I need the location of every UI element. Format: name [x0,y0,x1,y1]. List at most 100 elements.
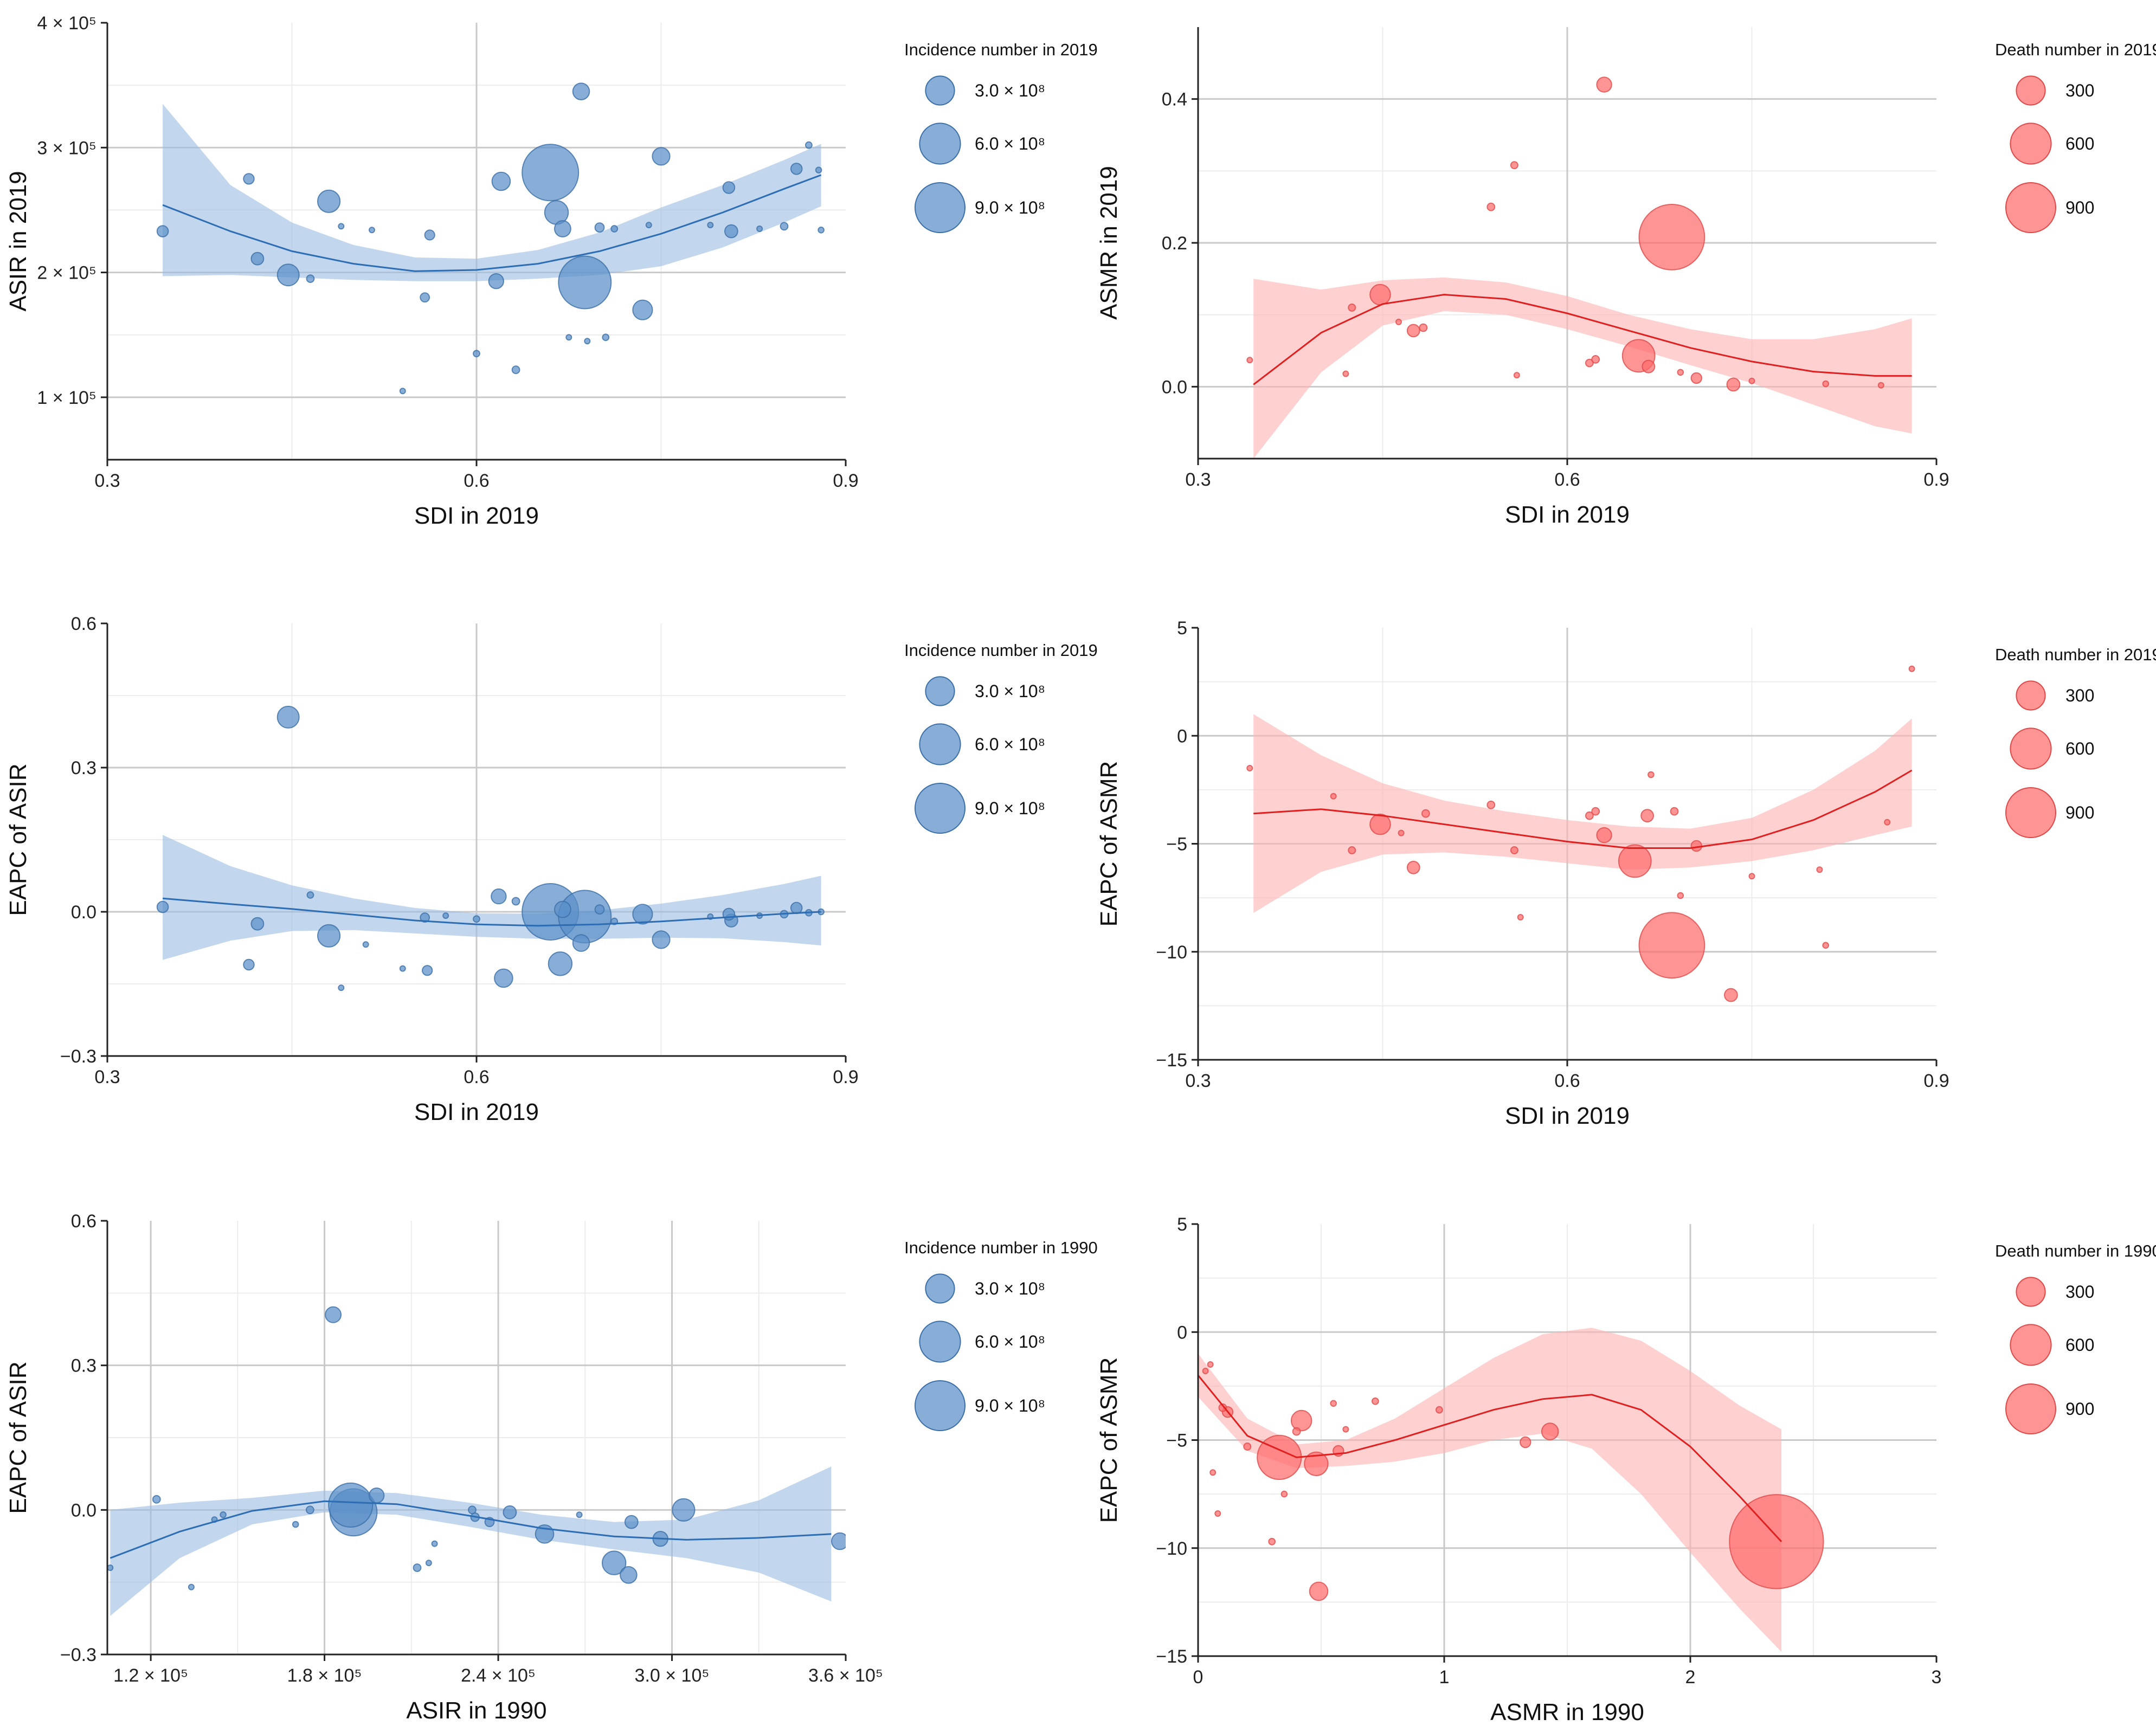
data-point[interactable] [420,292,430,302]
data-point[interactable] [1214,1510,1221,1517]
data-point[interactable] [1207,1361,1214,1368]
data-point[interactable] [1585,358,1594,368]
data-point[interactable] [420,912,430,923]
data-point[interactable] [1369,813,1391,835]
data-point[interactable] [243,173,255,185]
data-point[interactable] [1246,357,1253,364]
data-point[interactable] [1822,380,1829,388]
data-point[interactable] [362,941,369,948]
data-point[interactable] [1510,846,1518,854]
data-point[interactable] [511,365,520,375]
data-point[interactable] [652,930,671,949]
data-point[interactable] [1419,323,1428,332]
data-point[interactable] [1398,829,1405,836]
data-point[interactable] [1330,793,1337,800]
data-point[interactable] [1290,1409,1312,1432]
data-point[interactable] [1884,819,1891,826]
data-point[interactable] [1596,827,1612,844]
data-point[interactable] [152,1495,161,1504]
data-point[interactable] [602,333,610,342]
data-point[interactable] [156,225,169,237]
data-point[interactable] [491,888,507,905]
data-point[interactable] [756,226,763,232]
data-point[interactable] [503,1505,517,1519]
data-point[interactable] [488,273,504,289]
data-point[interactable] [558,255,612,310]
data-point[interactable] [494,968,513,988]
data-point[interactable] [1618,844,1652,878]
data-point[interactable] [1642,359,1656,374]
data-point[interactable] [1486,800,1496,809]
data-point[interactable] [422,965,433,976]
data-point[interactable] [780,222,789,231]
data-point[interactable] [632,299,653,320]
data-point[interactable] [1280,1490,1288,1498]
data-point[interactable] [473,915,480,923]
data-point[interactable] [1690,372,1703,384]
data-point[interactable] [554,900,571,918]
data-point[interactable] [276,705,300,729]
data-point[interactable] [1647,771,1655,778]
data-point[interactable] [594,222,605,233]
data-point[interactable] [1395,318,1402,325]
data-point[interactable] [1202,1368,1209,1374]
data-point[interactable] [1517,914,1524,920]
data-point[interactable] [306,274,315,283]
data-point[interactable] [1585,811,1594,820]
data-point[interactable] [1908,665,1915,672]
data-point[interactable] [1640,809,1655,823]
data-point[interactable] [188,1583,195,1591]
data-point[interactable] [1292,1427,1301,1436]
data-point[interactable] [1246,765,1253,771]
data-point[interactable] [652,147,671,166]
data-point[interactable] [399,388,406,395]
data-point[interactable] [1369,284,1391,306]
data-point[interactable] [1822,942,1829,949]
data-point[interactable] [473,350,480,358]
data-point[interactable] [1342,370,1349,377]
data-point[interactable] [584,338,591,345]
data-point[interactable] [1218,1403,1227,1412]
data-point[interactable] [620,1566,638,1584]
data-point[interactable] [818,227,825,234]
data-point[interactable] [220,1511,227,1518]
data-point[interactable] [511,897,520,906]
data-point[interactable] [1677,892,1684,899]
data-point[interactable] [594,904,605,915]
data-point[interactable] [250,252,265,266]
data-point[interactable] [1436,1406,1443,1414]
data-point[interactable] [1670,807,1679,816]
data-point[interactable] [413,1563,422,1572]
data-point[interactable] [1541,1422,1559,1440]
data-point[interactable] [1591,355,1600,364]
data-point[interactable] [468,1505,477,1515]
data-point[interactable] [243,958,255,971]
data-point[interactable] [338,984,345,991]
data-point[interactable] [554,220,571,237]
data-point[interactable] [1816,866,1823,873]
data-point[interactable] [815,166,822,174]
data-point[interactable] [306,1505,314,1515]
data-point[interactable] [548,951,573,976]
data-point[interactable] [576,1511,583,1518]
data-point[interactable] [790,902,803,915]
data-point[interactable] [338,223,345,230]
data-point[interactable] [624,1515,639,1529]
data-point[interactable] [672,1498,696,1522]
data-point[interactable] [1520,1436,1531,1448]
data-point[interactable] [317,924,341,948]
data-point[interactable] [1421,809,1430,818]
data-point[interactable] [425,1560,432,1567]
data-point[interactable] [722,181,736,194]
data-point[interactable] [1513,372,1520,379]
data-point[interactable] [724,224,738,239]
data-point[interactable] [572,82,590,100]
data-point[interactable] [1729,1494,1824,1589]
data-point[interactable] [1726,377,1741,392]
data-point[interactable] [1638,204,1706,271]
data-point[interactable] [572,934,590,952]
data-point[interactable] [317,189,341,213]
data-point[interactable] [399,965,406,972]
data-point[interactable] [1348,846,1356,854]
data-point[interactable] [1677,369,1684,376]
